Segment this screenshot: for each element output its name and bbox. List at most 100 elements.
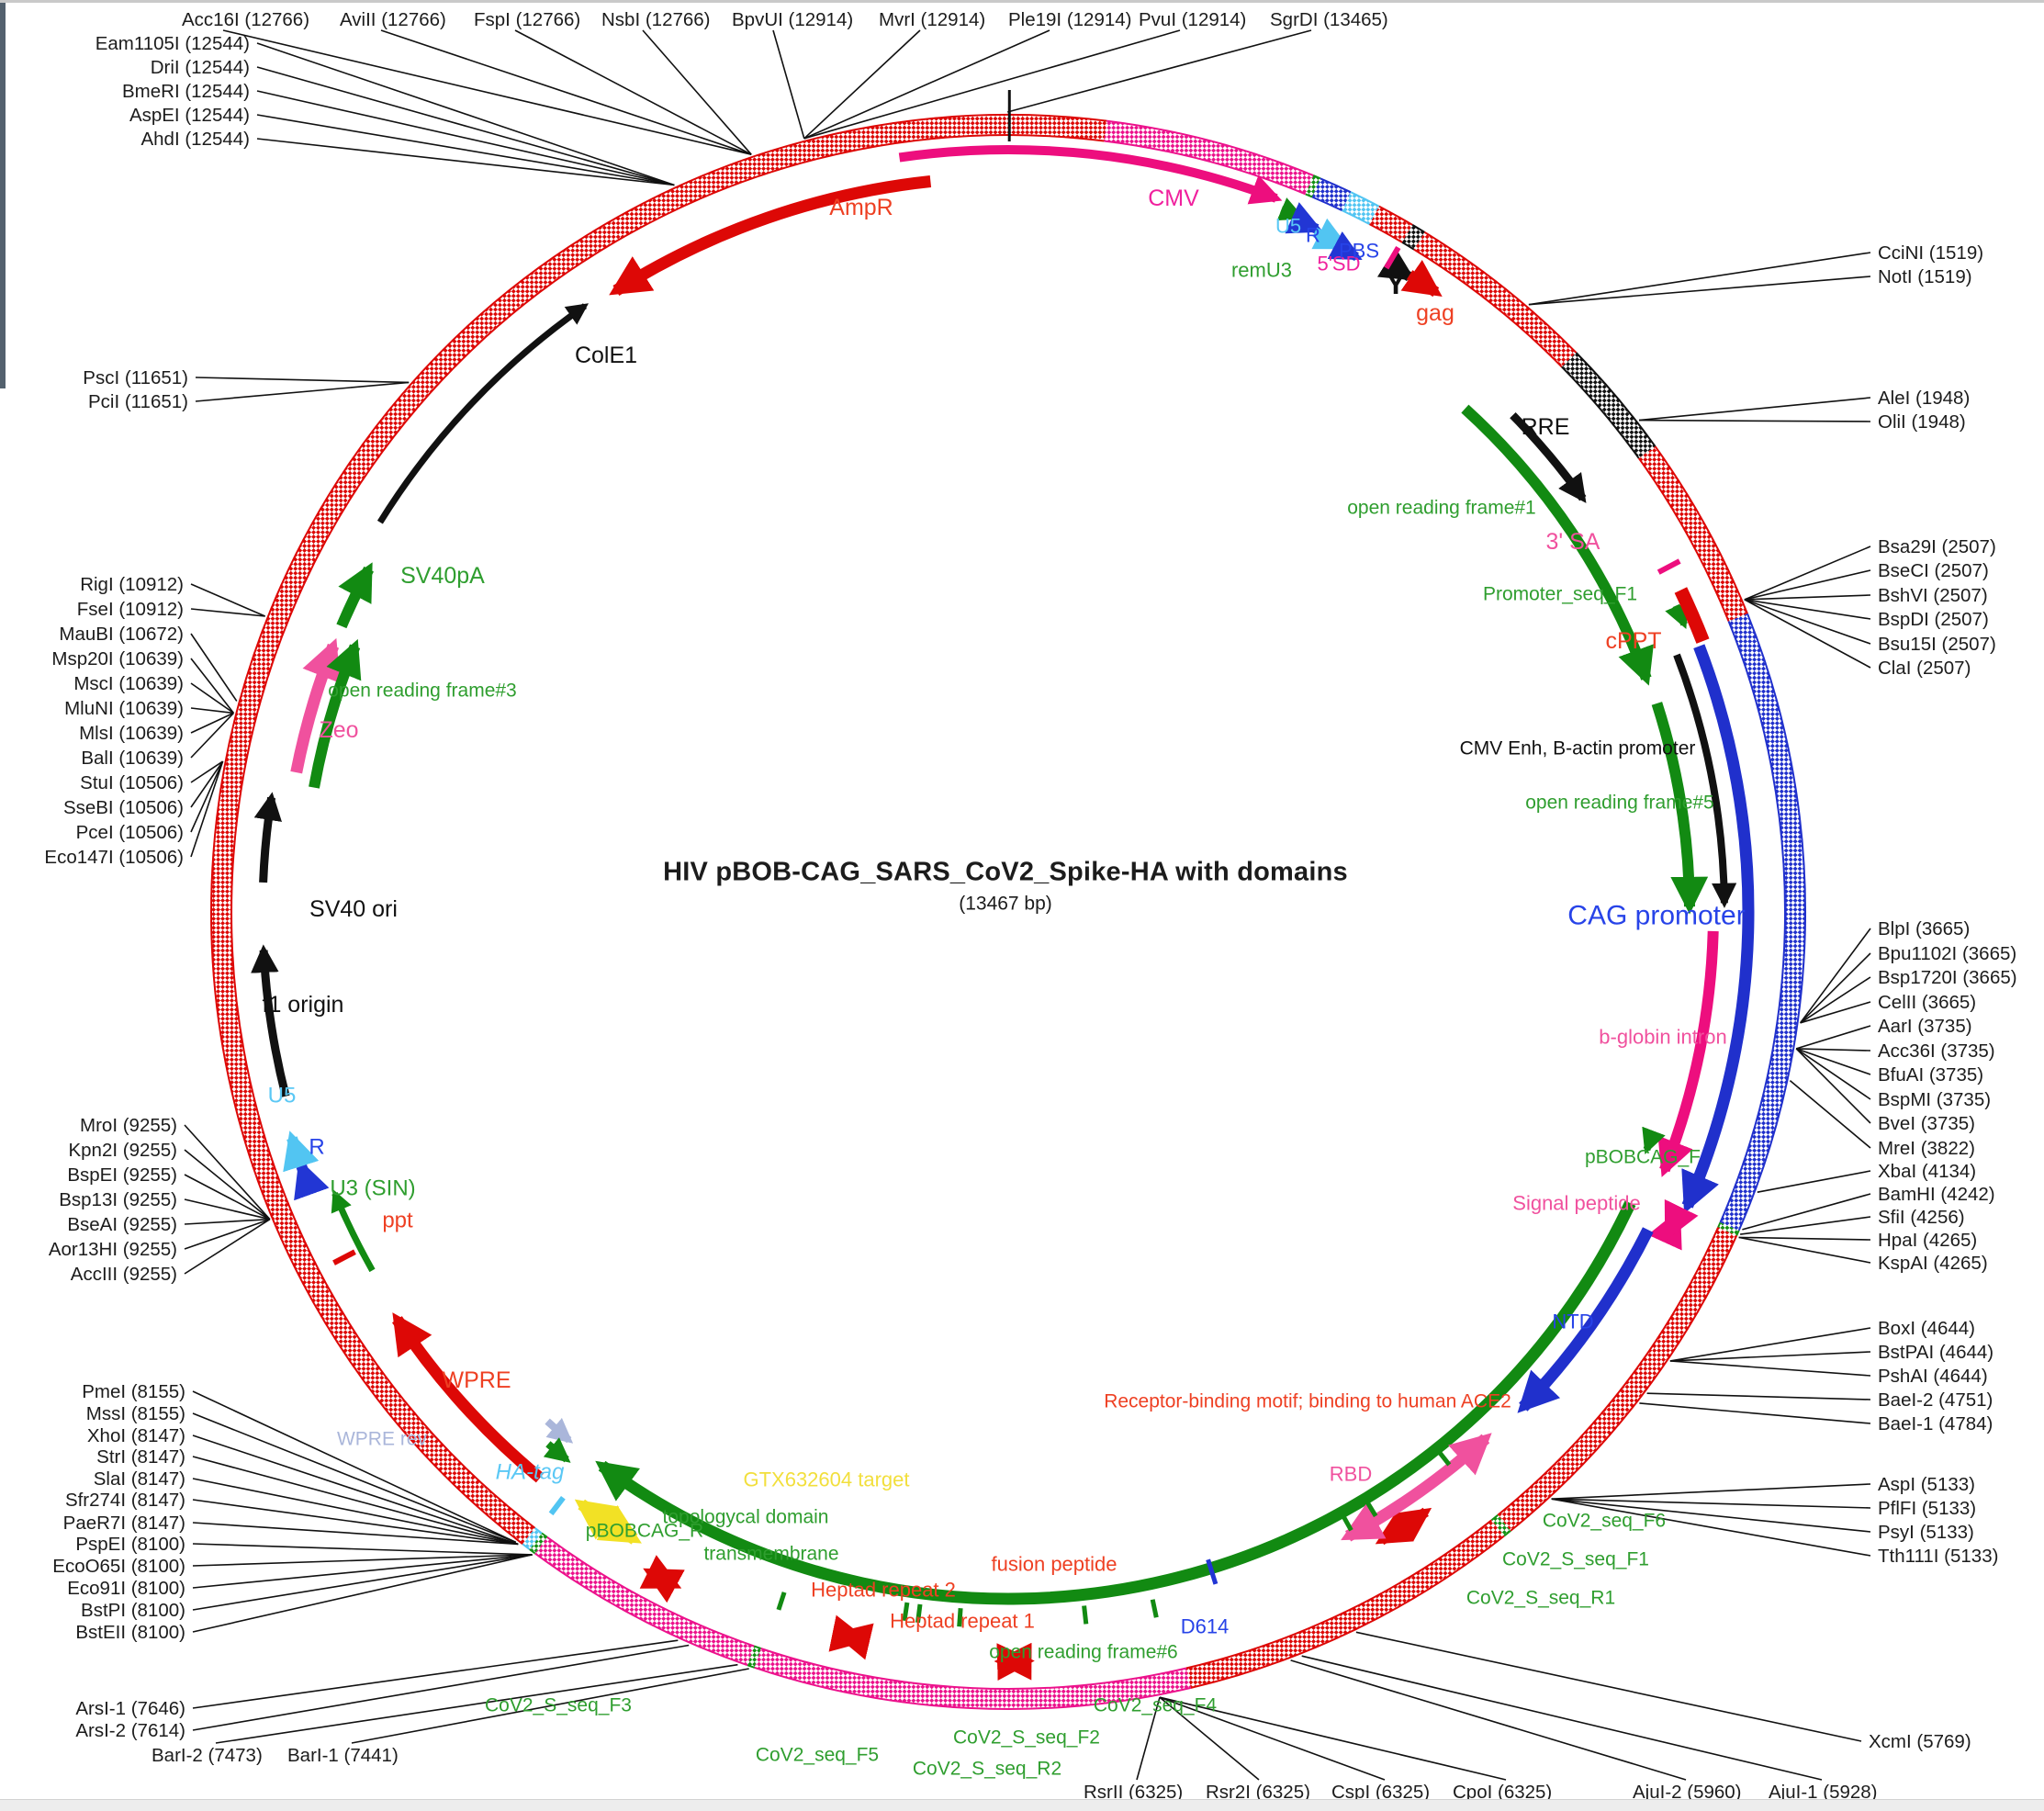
restriction-site-label-eco91i[interactable]: Eco91I (8100) [67, 1578, 185, 1599]
feature-open-reading-frame-5[interactable] [1651, 702, 1709, 915]
restriction-site-label-mluni[interactable]: MluNI (10639) [64, 698, 184, 719]
feature-label-gtx632604-target[interactable]: GTX632604 target [743, 1468, 909, 1491]
restriction-site-label-bstpai[interactable]: BstPAI (4644) [1878, 1342, 1993, 1363]
restriction-site-label-boxi[interactable]: BoxI (4644) [1878, 1318, 1975, 1339]
feature-label-r[interactable]: R [309, 1134, 324, 1159]
feature-label-ppt[interactable]: ppt [382, 1208, 413, 1232]
restriction-site-label-bsp13i[interactable]: Bsp13I (9255) [59, 1189, 177, 1210]
restriction-site-label-bmeri[interactable]: BmeRI (12544) [122, 81, 250, 102]
feature-label-open-reading-frame-5[interactable]: open reading frame#5 [1525, 792, 1713, 813]
feature-label-cov2-s-seq-r1[interactable]: CoV2_S_seq_R1 [1466, 1587, 1615, 1608]
feature-gag[interactable] [1400, 259, 1443, 298]
feature-label-sv40-ori[interactable]: SV40 ori [309, 896, 398, 922]
restriction-site-label-mssi[interactable]: MssI (8155) [86, 1403, 185, 1424]
restriction-site-label-bshvi[interactable]: BshVI (2507) [1878, 585, 1988, 606]
feature-label-promoter-seq-f1[interactable]: Promoter_seq_F1 [1483, 583, 1637, 604]
restriction-site-label-baei-1[interactable]: BaeI-1 (4784) [1878, 1413, 1993, 1434]
restriction-site-label-ecoo65i[interactable]: EcoO65I (8100) [52, 1556, 185, 1577]
feature-label-topologycal-domain[interactable]: topologycal domain [663, 1506, 829, 1527]
feature-label-d614[interactable]: D614 [1181, 1615, 1230, 1638]
restriction-site-label-msp20i[interactable]: Msp20I (10639) [51, 648, 184, 669]
restriction-site-label-bsp1720i[interactable]: Bsp1720I (3665) [1878, 967, 2017, 988]
restriction-site-label-pvui[interactable]: PvuI (12914) [1139, 9, 1246, 30]
feature-label-f1-origin[interactable]: f1 origin [263, 992, 344, 1018]
restriction-site-label-celii[interactable]: CelII (3665) [1878, 992, 1976, 1013]
restriction-site-label-pcei[interactable]: PceI (10506) [76, 822, 184, 843]
feature-label-cov2-s-seq-f3[interactable]: CoV2_S_seq_F3 [485, 1694, 632, 1715]
restriction-site-label-mrei[interactable]: MreI (3822) [1878, 1138, 1975, 1159]
feature-label-rbd[interactable]: RBD [1330, 1463, 1372, 1486]
feature-label-cov2-seq-f4[interactable]: CoV2_seq_F4 [1094, 1694, 1218, 1715]
restriction-site-label-eam1105i[interactable]: Eam1105I (12544) [95, 33, 250, 54]
restriction-site-label-rsr2i[interactable]: Rsr2I (6325) [1206, 1782, 1310, 1803]
feature-label-cmv-enh-b-actin-promoter[interactable]: CMV Enh, B-actin promoter [1460, 737, 1696, 759]
restriction-site-label-mroi[interactable]: MroI (9255) [80, 1115, 177, 1136]
feature-label-open-reading-frame-3[interactable]: open reading frame#3 [328, 680, 516, 701]
restriction-site-label-pshai[interactable]: PshAI (4644) [1878, 1366, 1988, 1387]
restriction-site-label-sfii[interactable]: SfiI (4256) [1878, 1207, 1965, 1228]
feature-label-fusion-peptide[interactable]: fusion peptide [992, 1553, 1117, 1576]
restriction-site-label-olii[interactable]: OliI (1948) [1878, 411, 1966, 433]
restriction-site-label-aor13hi[interactable]: Aor13HI (9255) [49, 1239, 177, 1260]
restriction-site-label-stui[interactable]: StuI (10506) [80, 772, 184, 793]
feature-label-cov2-s-seq-f2[interactable]: CoV2_S_seq_F2 [953, 1727, 1100, 1748]
restriction-site-label-kpn2i[interactable]: Kpn2I (9255) [68, 1140, 177, 1161]
restriction-site-label-bpvui[interactable]: BpvUI (12914) [732, 9, 853, 30]
feature-sv40-ori[interactable] [253, 792, 282, 883]
restriction-site-label-xcmi[interactable]: XcmI (5769) [1869, 1731, 1971, 1752]
feature-label-transmembrane[interactable]: transmembrane [703, 1543, 838, 1564]
feature-label-receptor-binding-motif-binding-to-human-ace2[interactable]: Receptor-binding motif; binding to human… [1104, 1390, 1511, 1412]
feature-pbs[interactable] [1327, 231, 1363, 262]
feature-label-u5[interactable]: U5 [268, 1083, 297, 1108]
feature-label-5-sd[interactable]: 5'SD [1318, 253, 1361, 276]
restriction-site-label-slai[interactable]: SlaI (8147) [94, 1468, 185, 1490]
feature-label-wpre-rev[interactable]: WPRE rev [337, 1428, 428, 1449]
restriction-site-label-fsei[interactable]: FseI (10912) [77, 599, 184, 620]
feature-label-signal-peptide[interactable]: Signal peptide [1512, 1192, 1640, 1215]
restriction-site-label-bari-1[interactable]: BarI-1 (7441) [287, 1745, 399, 1766]
restriction-site-label-bfuai[interactable]: BfuAI (3735) [1878, 1064, 1983, 1085]
feature-label-rre[interactable]: RRE [1522, 414, 1570, 440]
restriction-site-label-bstpi[interactable]: BstPI (8100) [81, 1600, 185, 1621]
restriction-site-label-cpoi[interactable]: CpoI (6325) [1453, 1782, 1552, 1803]
feature-label-pbobcag-r[interactable]: pBOBCAG_R [586, 1520, 703, 1541]
restriction-site-label-bseai[interactable]: BseAI (9255) [67, 1214, 177, 1235]
restriction-site-label-sfr274i[interactable]: Sfr274I (8147) [65, 1490, 185, 1511]
feature-label-cov2-s-seq-f1[interactable]: CoV2_S_seq_F1 [1502, 1548, 1649, 1569]
restriction-site-label-ple19i[interactable]: Ple19I (12914) [1008, 9, 1131, 30]
feature-label-b-globin-intron[interactable]: b-globin intron [1599, 1026, 1726, 1049]
feature-cmv-promoter[interactable] [898, 145, 1283, 205]
restriction-site-label-ajui-1[interactable]: AjuI-1 (5928) [1769, 1782, 1878, 1803]
restriction-site-label-blpi[interactable]: BlpI (3665) [1878, 918, 1970, 939]
feature-label-ha-tag[interactable]: HA-tag [496, 1459, 565, 1484]
feature-b-globin-intron[interactable] [1657, 930, 1719, 1177]
restriction-site-label-clai[interactable]: ClaI (2507) [1878, 658, 1971, 679]
restriction-site-label-mvri[interactable]: MvrI (12914) [879, 9, 985, 30]
feature-rre[interactable] [1510, 411, 1587, 503]
restriction-site-label-bpu1102i[interactable]: Bpu1102I (3665) [1878, 943, 2016, 964]
restriction-site-label-drii[interactable]: DriI (12544) [151, 57, 250, 78]
feature-ampr[interactable] [609, 175, 932, 296]
feature-label-ampr[interactable]: AmpR [829, 195, 893, 220]
restriction-site-label-sgrdi[interactable]: SgrDI (13465) [1270, 9, 1388, 30]
restriction-site-label-rsrii[interactable]: RsrII (6325) [1084, 1782, 1183, 1803]
feature-cmv-enh-b-actin-promoter[interactable] [1673, 653, 1737, 908]
feature-cole1[interactable] [376, 303, 590, 524]
restriction-site-label-hpai[interactable]: HpaI (4265) [1878, 1230, 1977, 1251]
feature-ntd[interactable] [1517, 1227, 1654, 1413]
restriction-site-label-arsi-1[interactable]: ArsI-1 (7646) [75, 1698, 185, 1719]
restriction-site-label-psyi[interactable]: PsyI (5133) [1878, 1522, 1974, 1543]
restriction-site-label-bspdi[interactable]: BspDI (2507) [1878, 609, 1989, 630]
feature-label-sv40pa[interactable]: SV40pA [400, 563, 485, 589]
feature-label-y[interactable]: Y [1386, 267, 1405, 300]
feature-label-gag[interactable]: gag [1416, 300, 1454, 326]
restriction-site-label-noti[interactable]: NotI (1519) [1878, 266, 1972, 287]
restriction-site-label-aspei[interactable]: AspEI (12544) [129, 105, 250, 126]
restriction-site-label-acciii[interactable]: AccIII (9255) [71, 1264, 177, 1285]
feature-wpre-rev[interactable] [545, 1417, 574, 1444]
feature-label-remu3[interactable]: remU3 [1231, 259, 1292, 282]
restriction-site-label-cspi[interactable]: CspI (6325) [1331, 1782, 1430, 1803]
feature-r-3prime[interactable] [294, 1158, 330, 1201]
restriction-site-label-arsi-2[interactable]: ArsI-2 (7614) [75, 1720, 185, 1741]
restriction-site-label-bamhi[interactable]: BamHI (4242) [1878, 1184, 1995, 1205]
